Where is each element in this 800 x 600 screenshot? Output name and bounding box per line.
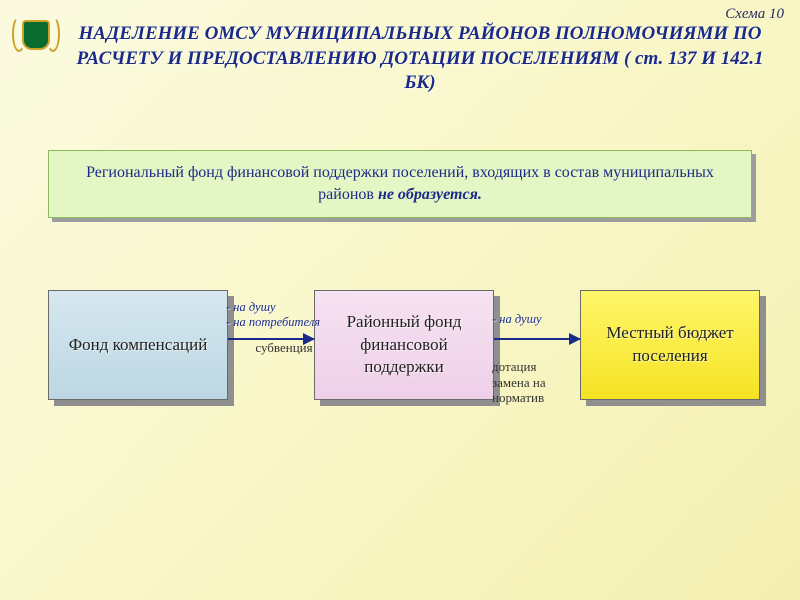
box-label: Фонд компенсаций <box>69 334 208 357</box>
box-label: Местный бюджет поселения <box>587 322 753 368</box>
box-fund-compensation: Фонд компенсаций <box>48 290 228 400</box>
info-banner: Региональный фонд финансовой поддержки п… <box>48 150 752 218</box>
scheme-number-label: Схема 10 <box>725 6 784 23</box>
slide-title: НАДЕЛЕНИЕ ОМСУ МУНИЦИПАЛЬНЫХ РАЙОНОВ ПОЛ… <box>60 22 780 96</box>
box-label: Районный фонд финансовой поддержки <box>321 311 487 380</box>
coat-of-arms-icon <box>14 14 58 54</box>
arrow-dotation-labels: - на душудотациязамена нанорматив <box>492 312 608 406</box>
arrow-subvention-labels: - на душу- на потребителясубвенция <box>226 300 342 356</box>
box-body: Фонд компенсаций <box>48 290 228 400</box>
info-banner-body: Региональный фонд финансовой поддержки п… <box>48 150 752 218</box>
info-banner-emphasis: не образуется. <box>378 186 482 203</box>
